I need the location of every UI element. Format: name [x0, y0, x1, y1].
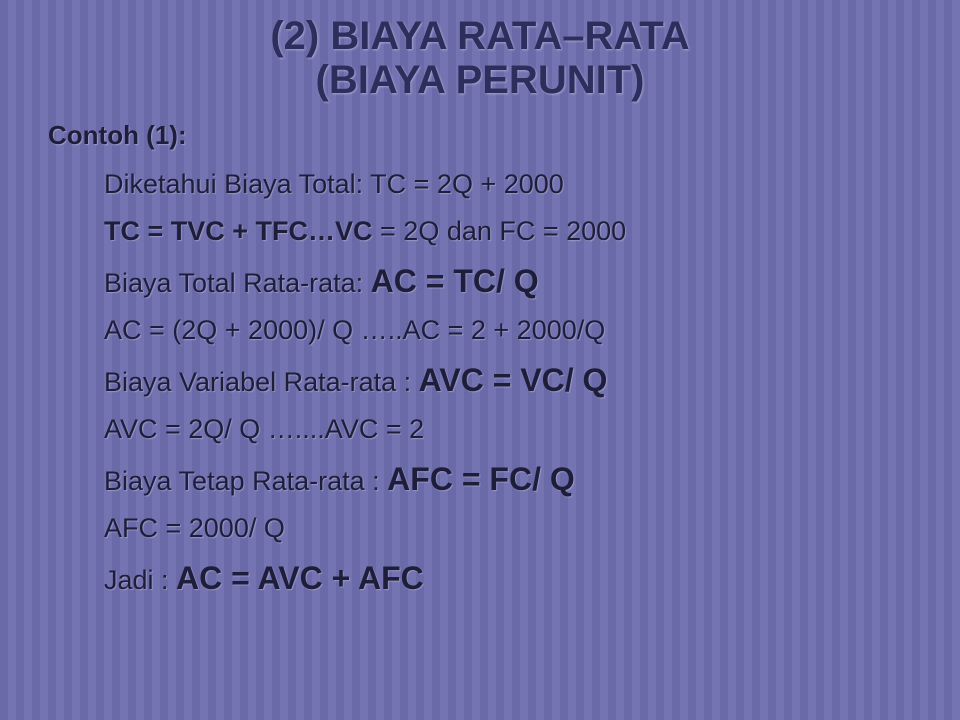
line-5: Biaya Variabel Rata-rata : AVC = VC/ Q [104, 364, 912, 396]
line-9-formula: AC = AVC + AFC [176, 560, 424, 596]
title-line2: (BIAYA PERUNIT) [48, 58, 912, 102]
line-9: Jadi : AC = AVC + AFC [104, 562, 912, 594]
line-2-rest: = 2Q dan FC = 2000 [373, 216, 627, 246]
line-9-label: Jadi : [104, 565, 176, 595]
line-7-formula: AFC = FC/ Q [387, 461, 575, 497]
line-3-label: Biaya Total Rata-rata: [104, 268, 371, 298]
line-3: Biaya Total Rata-rata: AC = TC/ Q [104, 265, 912, 297]
line-1: Diketahui Biaya Total: TC = 2Q + 2000 [104, 171, 912, 198]
example-label: Contoh (1): [48, 120, 912, 151]
title-paren-open: ( [270, 14, 283, 58]
line-2: TC = TVC + TFC…VC = 2Q dan FC = 2000 [104, 218, 912, 245]
body: Diketahui Biaya Total: TC = 2Q + 2000 TC… [48, 171, 912, 594]
slide: (2) BIAYA RATA–RATA (BIAYA PERUNIT) Cont… [0, 0, 960, 720]
line-7-label: Biaya Tetap Rata-rata : [104, 466, 387, 496]
slide-title: (2) BIAYA RATA–RATA (BIAYA PERUNIT) [48, 14, 912, 102]
title-number: 2 [284, 14, 306, 58]
line-6: AVC = 2Q/ Q …....AVC = 2 [104, 416, 912, 443]
line-4: AC = (2Q + 2000)/ Q …..AC = 2 + 2000/Q [104, 317, 912, 344]
title-line1-text: ) BIAYA RATA–RATA [306, 14, 690, 58]
line-2-bold: TC = TVC + TFC…VC [104, 216, 373, 246]
line-3-formula: AC = TC/ Q [371, 263, 539, 299]
line-5-label: Biaya Variabel Rata-rata : [104, 367, 419, 397]
line-7: Biaya Tetap Rata-rata : AFC = FC/ Q [104, 463, 912, 495]
line-8: AFC = 2000/ Q [104, 515, 912, 542]
line-5-formula: AVC = VC/ Q [419, 362, 608, 398]
